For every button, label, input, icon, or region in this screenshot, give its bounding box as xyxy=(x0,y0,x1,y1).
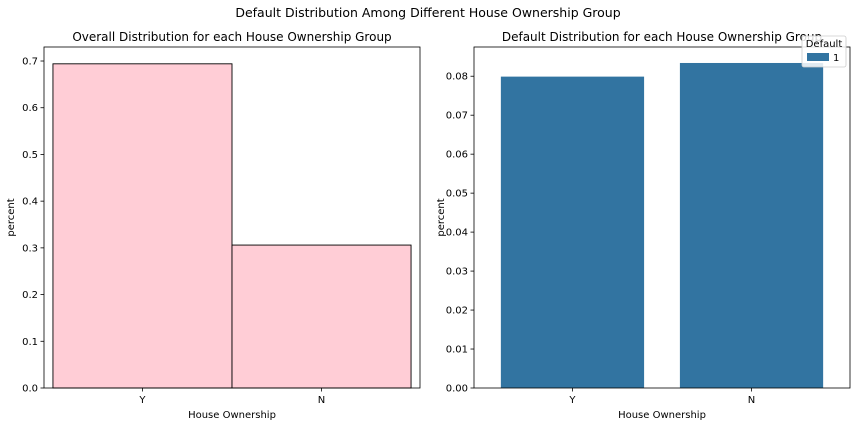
bar-n xyxy=(679,62,824,389)
chart-right-legend: Default 1 xyxy=(801,35,847,68)
chart-right-xlabel: House Ownership xyxy=(618,410,706,421)
chart-right-ylabel: percent xyxy=(436,198,447,236)
chart-left-yticks: 0.0 0.1 0.2 0.3 0.4 0.5 0.6 0.7 xyxy=(22,57,44,395)
chart-left-marks xyxy=(52,63,412,389)
ytick-label: 0.05 xyxy=(446,189,468,200)
xtick-label: Y xyxy=(568,395,576,406)
chart-right-yticks: 0.00 0.01 0.02 0.03 0.04 0.05 0.06 0.07 0.08 xyxy=(446,72,474,395)
ytick-label: 0.4 xyxy=(22,197,38,208)
ytick-label: 0.08 xyxy=(446,72,468,83)
legend-entry-label: 1 xyxy=(833,53,839,64)
legend-swatch xyxy=(807,53,829,61)
chart-left-xlabel: House Ownership xyxy=(188,410,276,421)
ytick-label: 0.7 xyxy=(22,57,38,68)
ytick-label: 0.01 xyxy=(446,345,468,356)
ytick-label: 0.06 xyxy=(446,150,468,161)
ytick-label: 0.00 xyxy=(446,384,468,395)
chart-right-title: Default Distribution for each House Owne… xyxy=(502,30,822,44)
chart-left-ylabel: percent xyxy=(6,198,17,236)
xtick-label: N xyxy=(318,395,325,406)
bar-n xyxy=(231,244,412,389)
ytick-label: 0.6 xyxy=(22,103,38,114)
ytick-label: 0.03 xyxy=(446,267,468,278)
ytick-label: 0.1 xyxy=(22,337,38,348)
ytick-label: 0.2 xyxy=(22,290,38,301)
chart-right: Default Distribution for each House Owne… xyxy=(436,30,851,421)
chart-right-frame xyxy=(473,46,851,389)
chart-left-title: Overall Distribution for each House Owne… xyxy=(72,30,391,44)
bar-y xyxy=(500,76,645,388)
chart-left: Overall Distribution for each House Owne… xyxy=(6,30,421,421)
chart-left-frame xyxy=(43,46,421,389)
ytick-label: 0.5 xyxy=(22,150,38,161)
bar-y xyxy=(52,63,233,389)
chart-right-marks xyxy=(500,62,824,389)
xtick-label: N xyxy=(748,395,755,406)
ytick-label: 0.07 xyxy=(446,111,468,122)
ytick-label: 0.3 xyxy=(22,243,38,254)
legend-title: Default xyxy=(806,39,843,50)
ytick-label: 0.0 xyxy=(22,384,38,395)
ytick-label: 0.04 xyxy=(446,228,468,239)
ytick-label: 0.02 xyxy=(446,306,468,317)
xtick-label: Y xyxy=(138,395,146,406)
figure-suptitle: Default Distribution Among Different Hou… xyxy=(235,5,620,20)
